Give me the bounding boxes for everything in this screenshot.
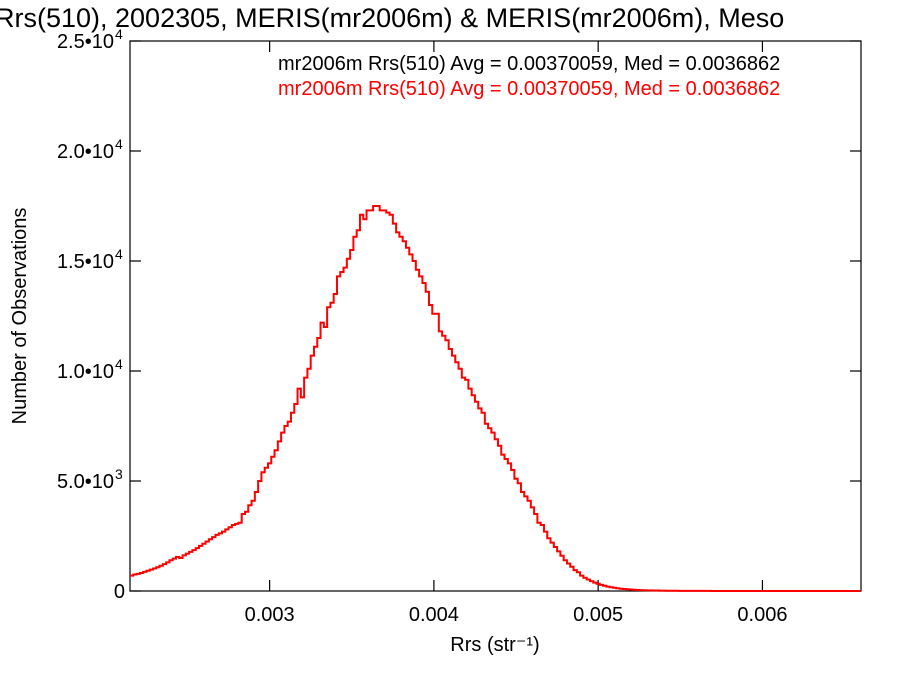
x-axis-ticks: 0.003 0.004 0.005 0.006 xyxy=(245,41,787,626)
x-tick-label: 0.005 xyxy=(573,604,623,626)
y-tick-label: 2.0•10 xyxy=(57,141,114,163)
y-tick-label: 0 xyxy=(114,581,125,603)
y-tick-exponent: 4 xyxy=(115,136,123,152)
x-tick-label: 0.006 xyxy=(737,604,787,626)
histogram-series-line xyxy=(130,205,861,592)
y-tick-label: 1.0•10 xyxy=(57,361,114,383)
y-tick-label: 5.0•10 xyxy=(57,471,114,493)
annotation-black: mr2006m Rrs(510) Avg = 0.00370059, Med =… xyxy=(278,53,780,75)
x-axis-label: Rrs (str⁻¹) xyxy=(450,634,539,656)
y-tick-label: 1.5•10 xyxy=(57,251,114,273)
y-tick-exponent: 4 xyxy=(115,26,123,42)
y-tick-exponent: 4 xyxy=(115,246,123,262)
y-tick-exponent: 3 xyxy=(115,466,123,482)
y-tick-exponent: 4 xyxy=(115,356,123,372)
x-tick-label: 0.003 xyxy=(245,604,295,626)
y-axis-ticks: 05.0•10 31.0•10 41.5•10 42.0•10 42.5•10 4 xyxy=(57,26,861,603)
chart-title: Rrs(510), 2002305, MERIS(mr2006m) & MERI… xyxy=(0,3,784,33)
y-tick-label: 2.5•10 xyxy=(57,31,114,53)
x-tick-label: 0.004 xyxy=(409,604,459,626)
annotation-red: mr2006m Rrs(510) Avg = 0.00370059, Med =… xyxy=(278,78,780,100)
plot-frame xyxy=(129,40,862,592)
y-axis-label: Number of Observations xyxy=(9,208,31,425)
